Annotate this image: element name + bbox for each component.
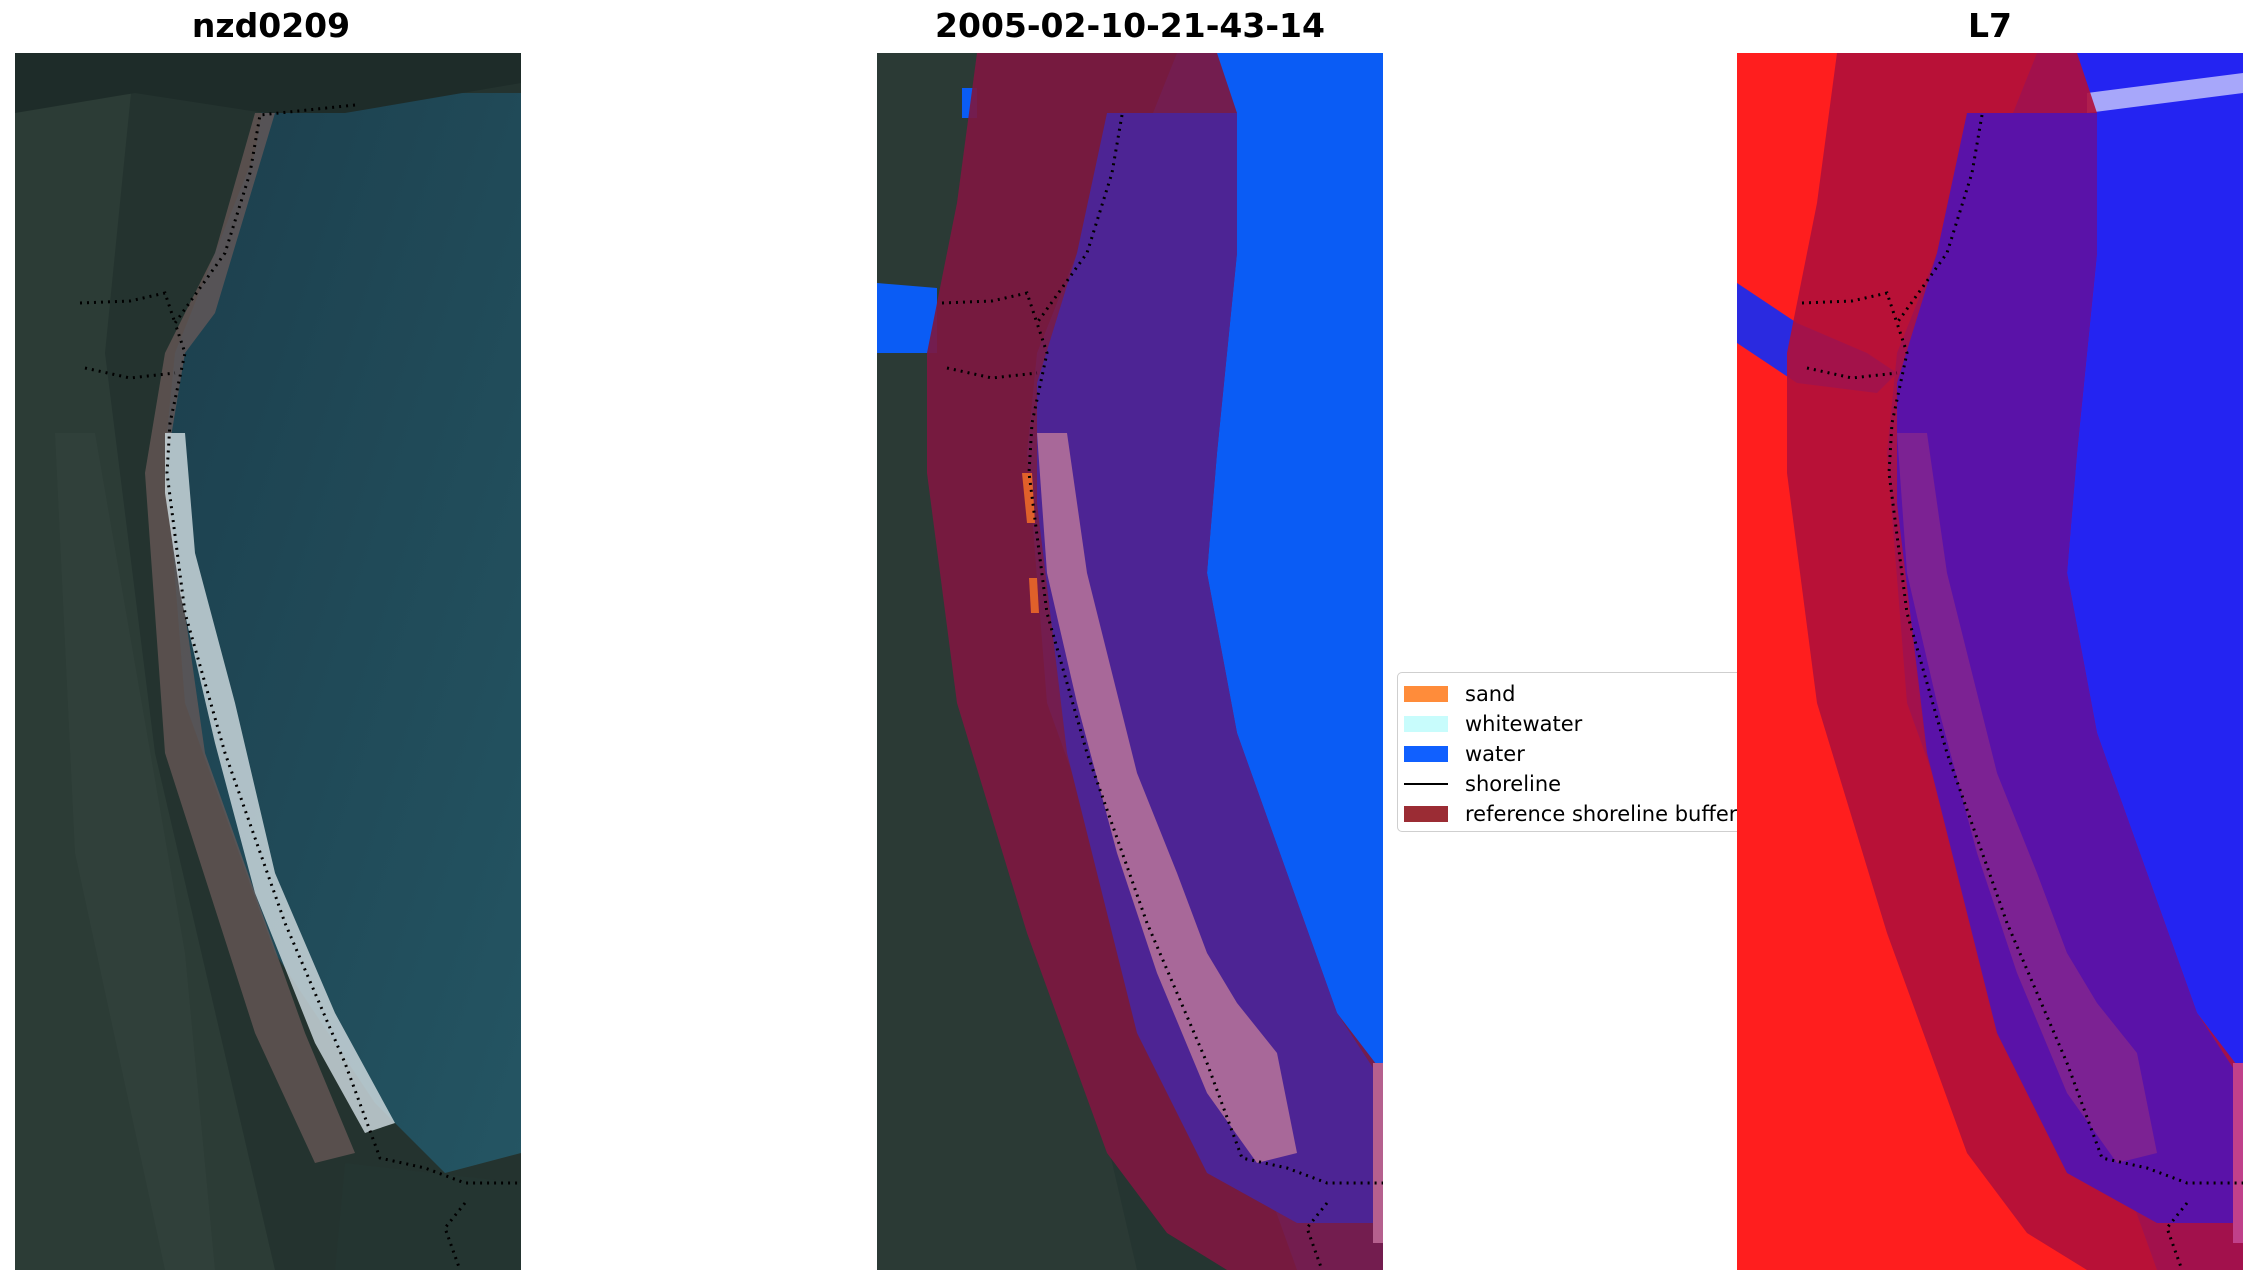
index-image-panel xyxy=(1737,53,2243,1270)
classified-image-panel xyxy=(877,53,1383,1270)
whitewater-swatch xyxy=(1404,716,1448,732)
legend-item-shoreline: shoreline xyxy=(1404,769,1561,799)
legend-label-shoreline: shoreline xyxy=(1465,772,1562,796)
legend-label-sand: sand xyxy=(1465,682,1516,706)
legend-item-sand: sand xyxy=(1404,679,1515,709)
water-swatch xyxy=(1404,746,1448,762)
rgb-image-panel xyxy=(15,53,521,1270)
legend-label-buffer: reference shoreline buffer xyxy=(1465,802,1738,826)
legend-item-whitewater: whitewater xyxy=(1404,709,1582,739)
panel-title-classified: 2005-02-10-21-43-14 xyxy=(935,6,1325,45)
rgb-image xyxy=(15,53,521,1270)
sand-swatch xyxy=(1404,686,1448,702)
index-image xyxy=(1737,53,2243,1270)
shoreline-swatch xyxy=(1404,783,1448,785)
legend-label-whitewater: whitewater xyxy=(1465,712,1583,736)
classified-image xyxy=(877,53,1383,1270)
legend: sand whitewater water shoreline referenc… xyxy=(1397,672,1759,832)
legend-item-water: water xyxy=(1404,739,1525,769)
panel-title-index: L7 xyxy=(1968,6,2012,45)
legend-label-water: water xyxy=(1465,742,1525,766)
panel-title-rgb: nzd0209 xyxy=(191,6,351,45)
buffer-swatch xyxy=(1404,806,1448,822)
legend-item-buffer: reference shoreline buffer xyxy=(1404,799,1737,829)
